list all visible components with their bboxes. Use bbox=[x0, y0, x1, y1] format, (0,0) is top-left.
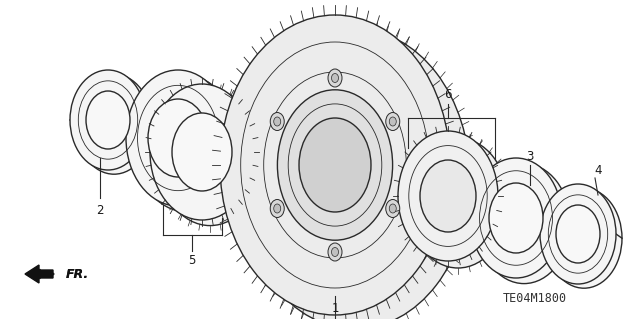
Ellipse shape bbox=[172, 113, 232, 191]
Ellipse shape bbox=[220, 15, 450, 315]
Ellipse shape bbox=[270, 113, 284, 130]
Ellipse shape bbox=[430, 167, 486, 239]
Ellipse shape bbox=[150, 84, 254, 220]
Ellipse shape bbox=[274, 117, 281, 126]
Text: TE04M1800: TE04M1800 bbox=[503, 292, 567, 305]
Ellipse shape bbox=[70, 70, 146, 170]
Text: 5: 5 bbox=[188, 255, 196, 268]
Ellipse shape bbox=[328, 69, 342, 87]
Ellipse shape bbox=[489, 183, 543, 253]
Ellipse shape bbox=[546, 188, 622, 288]
Ellipse shape bbox=[420, 160, 476, 232]
Ellipse shape bbox=[332, 248, 339, 256]
Ellipse shape bbox=[274, 204, 281, 213]
Ellipse shape bbox=[389, 204, 396, 213]
Ellipse shape bbox=[332, 73, 339, 83]
Ellipse shape bbox=[398, 131, 498, 261]
Ellipse shape bbox=[470, 158, 562, 278]
Ellipse shape bbox=[540, 184, 616, 284]
Ellipse shape bbox=[270, 199, 284, 218]
Ellipse shape bbox=[148, 99, 208, 177]
Ellipse shape bbox=[389, 117, 396, 126]
Ellipse shape bbox=[76, 74, 152, 174]
Ellipse shape bbox=[556, 205, 600, 263]
Text: 2: 2 bbox=[96, 204, 104, 217]
Ellipse shape bbox=[408, 138, 508, 268]
Ellipse shape bbox=[299, 118, 371, 212]
Ellipse shape bbox=[158, 90, 262, 226]
FancyArrow shape bbox=[25, 265, 53, 283]
Text: 1: 1 bbox=[332, 301, 339, 315]
Ellipse shape bbox=[277, 90, 392, 240]
Text: 4: 4 bbox=[595, 164, 602, 176]
Ellipse shape bbox=[126, 70, 230, 206]
Ellipse shape bbox=[386, 113, 400, 130]
Ellipse shape bbox=[240, 29, 470, 319]
Text: 3: 3 bbox=[526, 151, 534, 164]
Text: FR.: FR. bbox=[66, 268, 89, 280]
Ellipse shape bbox=[86, 91, 130, 149]
Text: FR.: FR. bbox=[66, 268, 89, 280]
Ellipse shape bbox=[478, 164, 570, 284]
Ellipse shape bbox=[328, 243, 342, 261]
Text: 6: 6 bbox=[444, 87, 452, 100]
Ellipse shape bbox=[386, 199, 400, 218]
Ellipse shape bbox=[134, 76, 238, 211]
